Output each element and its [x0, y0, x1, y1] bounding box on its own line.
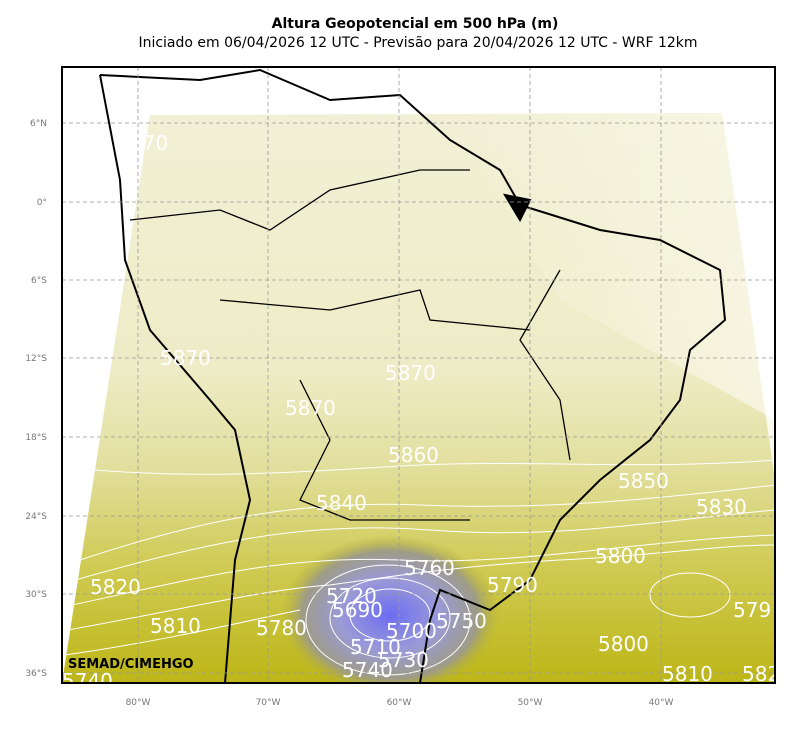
contour-label: 5820: [90, 575, 141, 599]
contour-label: 5790: [487, 573, 538, 597]
lon-label: 70°W: [256, 698, 281, 708]
lat-label: 6°S: [31, 276, 47, 286]
lon-label: 60°W: [387, 698, 412, 708]
lat-label: 24°S: [25, 512, 47, 522]
subtitle: Iniciado em 06/04/2026 12 UTC - Previsão…: [138, 35, 697, 51]
lat-label: 36°S: [25, 669, 47, 679]
contour-label: 5730: [378, 648, 429, 672]
lat-label: 12°S: [25, 354, 47, 364]
contour-label: 5810: [662, 662, 713, 686]
contour-label: 5740: [342, 658, 393, 682]
lat-label: 30°S: [25, 590, 47, 600]
graticule: [62, 67, 775, 683]
contour-label: 582: [742, 662, 780, 686]
contours: [64, 459, 775, 676]
lon-label: 50°W: [518, 698, 543, 708]
field-east: [450, 113, 775, 480]
lat-label: 0°: [37, 198, 47, 208]
contour-label: 5780: [256, 616, 307, 640]
contour-label: 5740: [62, 669, 113, 693]
contour-label: 5840: [316, 491, 367, 515]
contour-label: 5870: [160, 346, 211, 370]
contour-label: 5710: [350, 635, 401, 659]
lat-label: 18°S: [25, 433, 47, 443]
contour-label: 5850: [618, 469, 669, 493]
lon-label: 40°W: [649, 698, 674, 708]
contour-label: 5720: [326, 584, 377, 608]
contour-label: 5870: [285, 396, 336, 420]
contour-label: 5690: [332, 598, 383, 622]
lon-label: 80°W: [126, 698, 151, 708]
contour-label: 5800: [595, 544, 646, 568]
contour-label: 5700: [386, 619, 437, 643]
map-area: 570 5870 5870 5870 5860 5850 5840 5830 5820 5810 5…: [62, 67, 780, 693]
title: Altura Geopotencial em 500 hPa (m): [272, 16, 559, 32]
contour-label: 5870: [385, 361, 436, 385]
contour-labels: 570 5870 5870 5870 5860 5850 5840 5830 5820 5810 5…: [62, 131, 780, 693]
low-pressure: [280, 535, 500, 683]
contour-label: 5800: [598, 632, 649, 656]
contour-label: 5750: [436, 609, 487, 633]
map-frame: [61, 66, 776, 684]
coastline: [99, 68, 727, 683]
contour-label: 570: [130, 131, 168, 155]
contour-label: 5830: [696, 495, 747, 519]
contour-label: 5760: [404, 556, 455, 580]
borders: [129, 169, 571, 521]
contour-label: 5810: [150, 614, 201, 638]
contour-label: 5860: [388, 443, 439, 467]
credit: SEMAD/CIMEHGO: [68, 657, 194, 672]
lat-label: 6°N: [30, 119, 47, 129]
contour-label: 579: [733, 598, 771, 622]
axis-labels: 6°N 0° 6°S 12°S 18°S 24°S 30°S 36°S 80°W 70°W 60°W…: [25, 119, 673, 708]
